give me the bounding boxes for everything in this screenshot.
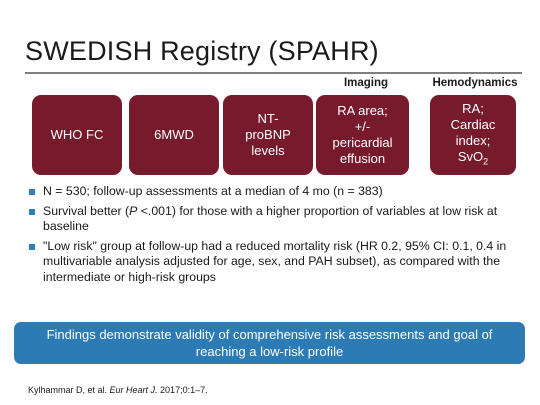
box-label: RA area; +/- pericardial effusion: [332, 103, 393, 166]
bullet-text-suffix: <.001) for those with a higher proportio…: [43, 203, 498, 234]
title-divider: [25, 72, 522, 74]
bullet-text: "Low risk" group at follow-up had a redu…: [43, 238, 507, 284]
who-fc-box: WHO FC: [32, 95, 122, 175]
box-label-main: RA; Cardiac index; SvO: [450, 100, 496, 164]
citation-authors: Kylhammar D, et al.: [28, 385, 110, 395]
ra-area-box: RA area; +/- pericardial effusion: [316, 95, 409, 175]
box-label: WHO FC: [50, 127, 104, 142]
box-label: 6MWD: [154, 127, 194, 142]
citation: Kylhammar D, et al. Eur Heart J. 2017;0:…: [28, 385, 208, 395]
citation-details: 2017;0:1–7.: [157, 385, 208, 395]
banner-text: Findings demonstrate validity of compreh…: [46, 327, 493, 359]
bullet-square-icon: [29, 189, 35, 195]
box-label: NT- proBNP levels: [245, 111, 291, 158]
list-item: Survival better (P <.001) for those with…: [29, 204, 521, 235]
bullet-list: N = 530; follow-up assessments at a medi…: [29, 184, 521, 289]
6mwd-box: 6MWD: [129, 95, 219, 175]
bullet-square-icon: [29, 208, 35, 215]
imaging-label: Imaging: [343, 77, 389, 89]
box-label: RA; Cardiac index; SvO2: [451, 101, 496, 170]
bullet-square-icon: [29, 243, 35, 250]
bullet-text: N = 530; follow-up assessments at a medi…: [43, 184, 383, 198]
hemodynamics-label: Hemodynamics: [432, 77, 518, 89]
conclusion-banner: Findings demonstrate validity of compreh…: [14, 322, 525, 364]
box-label-subscript: 2: [483, 156, 489, 167]
hemodynamics-box: RA; Cardiac index; SvO2: [430, 95, 516, 175]
list-item: "Low risk" group at follow-up had a redu…: [29, 239, 521, 286]
bullet-text-prefix: Survival better (: [43, 203, 130, 218]
list-item: N = 530; follow-up assessments at a medi…: [29, 184, 521, 200]
nt-probnp-box: NT- proBNP levels: [223, 95, 313, 175]
bullet-text-italic: P: [129, 203, 138, 218]
slide-title: SWEDISH Registry (SPAHR): [25, 36, 379, 66]
citation-journal: Eur Heart J.: [109, 385, 158, 395]
